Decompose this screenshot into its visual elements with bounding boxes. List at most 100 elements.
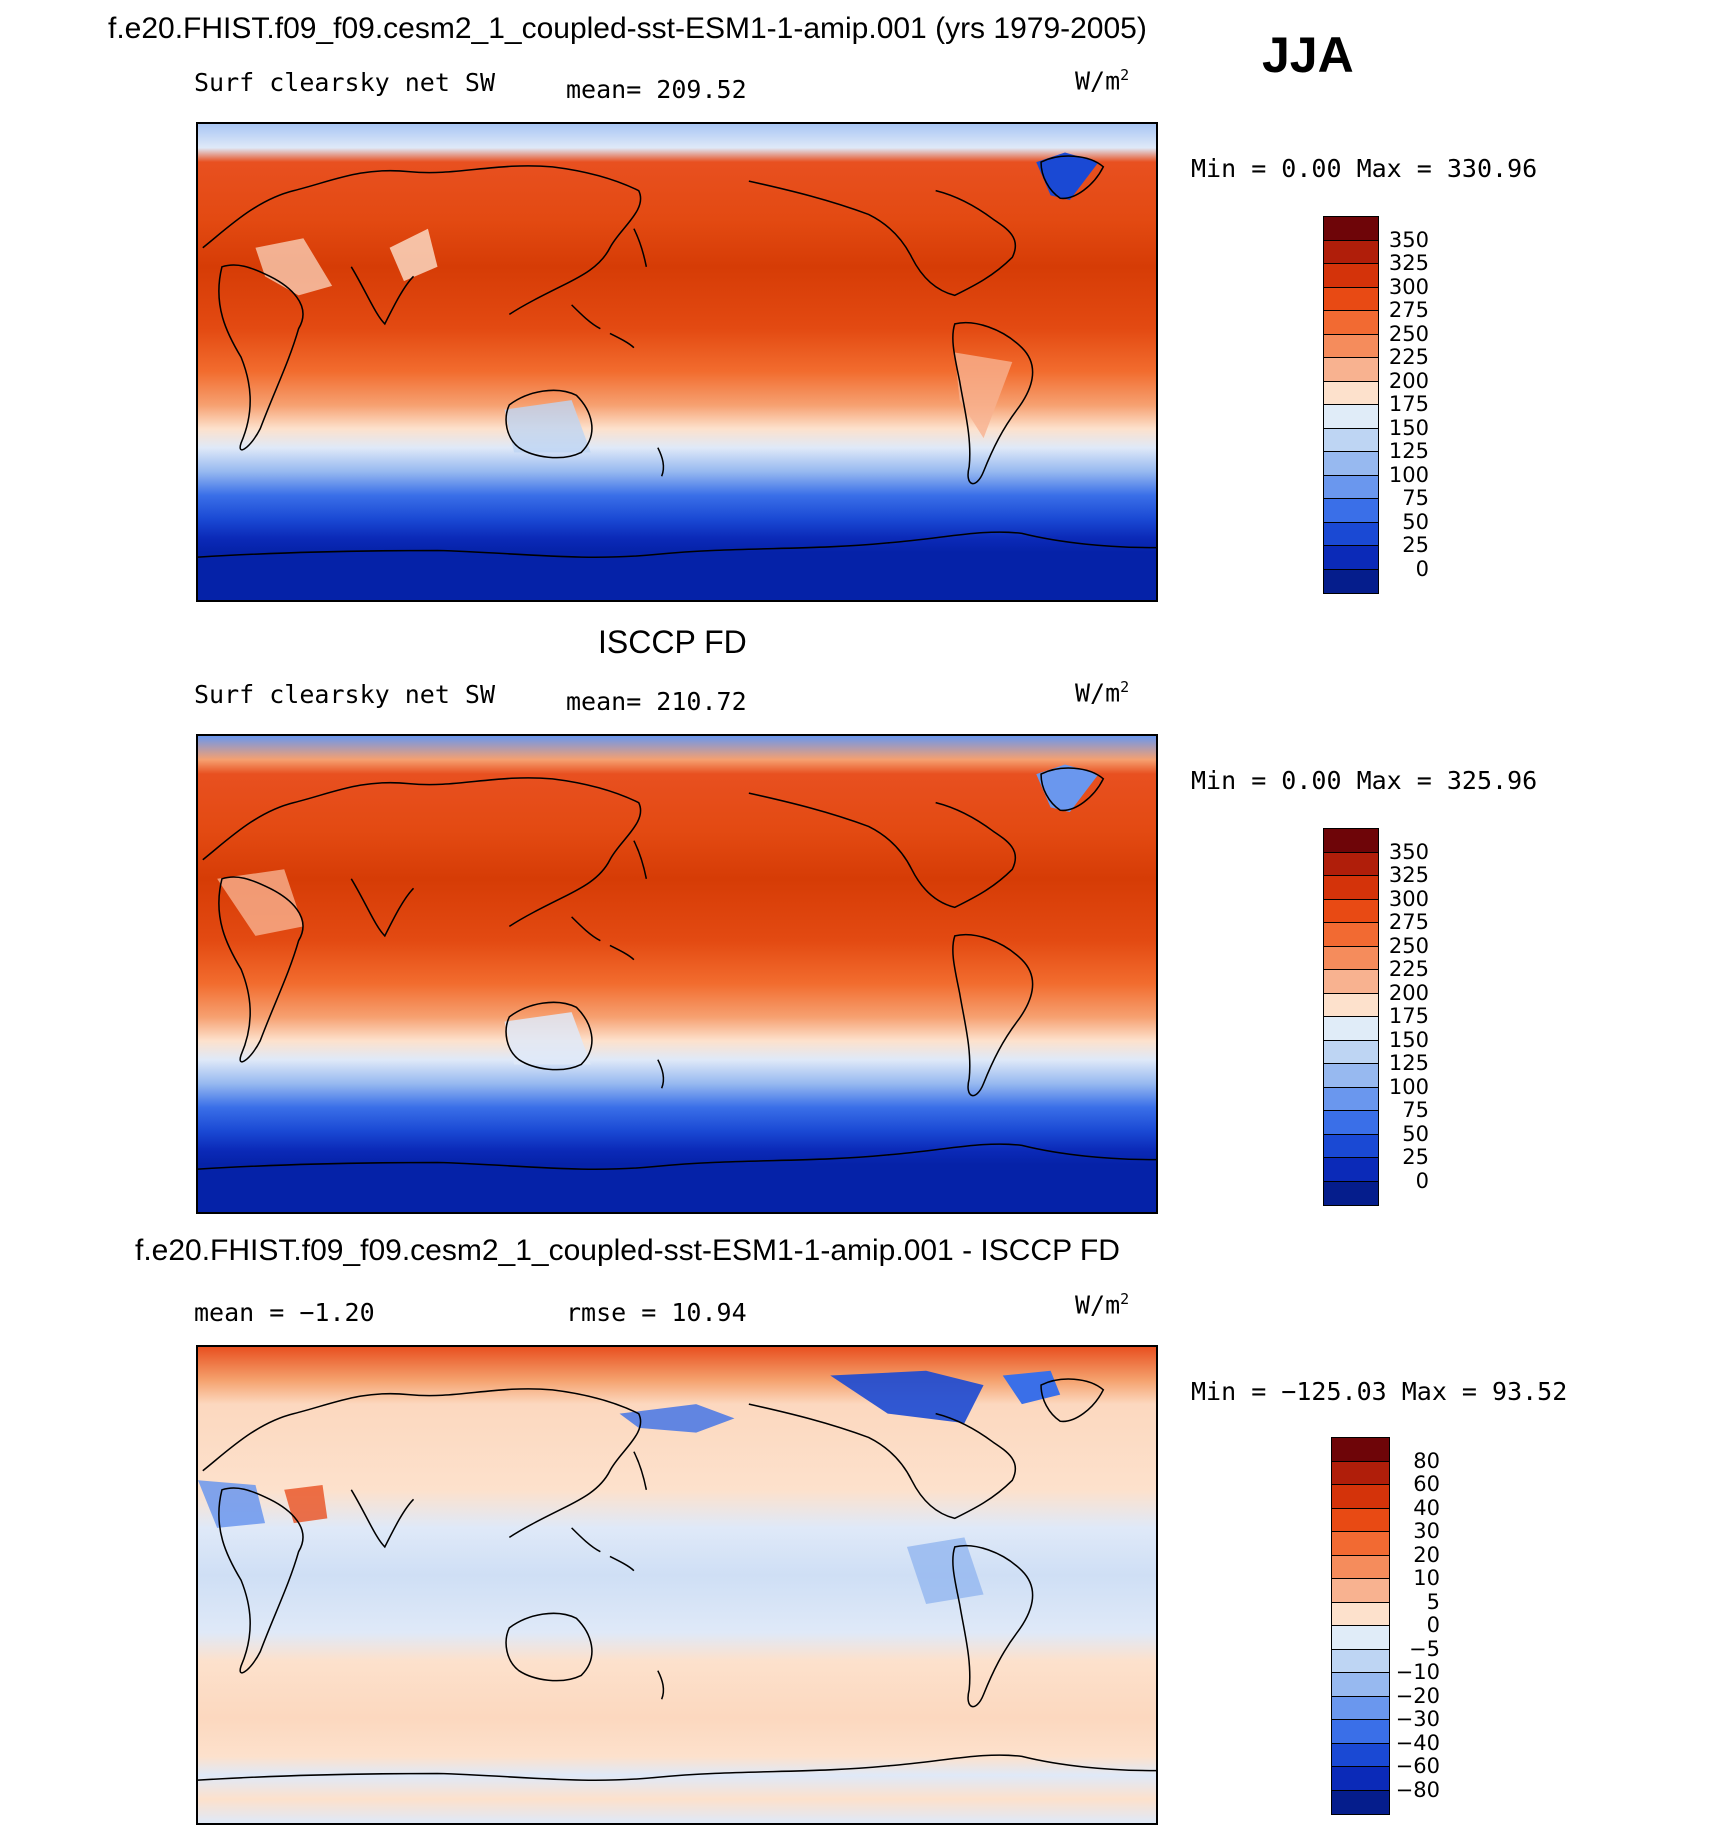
north-america-coast [748, 792, 1017, 909]
colorbar-cell [1324, 475, 1378, 499]
colorbar-cell [1332, 1555, 1389, 1579]
india-coast [350, 878, 415, 938]
colorbar-tick-label: 200 [1388, 980, 1429, 1005]
min-max: Min = 0.00 Max = 325.96 [1191, 766, 1538, 795]
colorbar-cell [1332, 1743, 1389, 1767]
colorbar-cell [1324, 852, 1378, 876]
colorbar-tick-label: 350 [1388, 227, 1429, 252]
colorbar-cell [1332, 1579, 1389, 1603]
colorbar-cell [1324, 311, 1378, 335]
arabia-positive [284, 1485, 328, 1524]
west-africa-negative [198, 1480, 266, 1528]
south-america-coast [952, 322, 1034, 485]
units-base: W/m [1075, 66, 1121, 96]
colorbar-tick-label: 175 [1388, 1004, 1429, 1028]
colorbar-model [1323, 216, 1379, 594]
units-label: W/m2 [1075, 1290, 1129, 1319]
colorbar-tick-label: −80 [1395, 1777, 1440, 1802]
new-zealand-coast [657, 447, 665, 477]
units-exponent: 2 [1120, 1290, 1130, 1308]
sahara-shading [217, 869, 304, 936]
colorbar-tick-label: −30 [1395, 1707, 1440, 1731]
colorbar-tick-label: 0 [1426, 1613, 1440, 1637]
south-america-coast [952, 1545, 1034, 1708]
colorbar-tick-label: 75 [1402, 1098, 1429, 1122]
colorbar-tick-label: 325 [1388, 251, 1429, 275]
mean-value: mean= 209.52 [566, 75, 747, 104]
tibet-shading [389, 228, 438, 282]
colorbar-cell [1324, 1064, 1378, 1088]
india-coast [350, 1489, 415, 1549]
season-label: JJA [1262, 27, 1354, 83]
colorbar-cell [1324, 829, 1378, 853]
colorbar-tick-label: 300 [1388, 886, 1429, 911]
japan-coast [633, 840, 648, 879]
map-obs-svg [198, 736, 1156, 1212]
colorbar-tick-label: 80 [1413, 1448, 1440, 1473]
colorbar-diff [1331, 1437, 1390, 1815]
colorbar-tick-label: 225 [1388, 957, 1429, 981]
colorbar-cell [1324, 381, 1378, 405]
colorbar-tick-label: 40 [1413, 1495, 1440, 1520]
colorbar-cell [1324, 358, 1378, 382]
colorbar-cell [1324, 970, 1378, 994]
eurasia-coast [202, 1388, 642, 1539]
greenland-shading [1036, 764, 1099, 813]
colorbar-cell [1324, 923, 1378, 947]
australia-coast [505, 1001, 593, 1071]
units-base: W/m [1075, 678, 1121, 708]
colorbar-cell [1324, 1040, 1378, 1064]
canada-arctic-negative [830, 1370, 984, 1424]
colorbar-obs [1323, 828, 1379, 1206]
colorbar-tick-label: 250 [1388, 321, 1429, 346]
min-max: Min = 0.00 Max = 330.96 [1191, 154, 1538, 183]
colorbar-tick-label: 5 [1426, 1589, 1440, 1614]
colorbar-tick-label: 75 [1402, 486, 1429, 510]
colorbar-cell [1324, 899, 1378, 923]
colorbar-cell [1332, 1767, 1389, 1791]
variable-label: Surf clearsky net SW [194, 680, 496, 709]
units-exponent: 2 [1120, 678, 1130, 696]
colorbar-tick-label: 300 [1388, 274, 1429, 299]
colorbar-cell [1324, 264, 1378, 288]
greenland-coast [1040, 155, 1105, 200]
australia-coast [505, 1612, 593, 1682]
colorbar-tick-label: −40 [1395, 1730, 1440, 1755]
colorbar-tick-label: −60 [1395, 1754, 1440, 1778]
map-diff-svg [198, 1347, 1156, 1823]
colorbar-cell [1324, 1017, 1378, 1041]
units-base: W/m [1075, 1290, 1121, 1320]
north-america-coast [748, 1403, 1017, 1520]
panel-heading: f.e20.FHIST.f09_f09.cesm2_1_coupled-sst-… [135, 1234, 1120, 1267]
colorbar-tick-label: 20 [1413, 1542, 1440, 1567]
greenland-coast [1040, 767, 1105, 812]
eurasia-coast [202, 777, 642, 928]
colorbar-cell [1324, 1158, 1378, 1182]
colorbar-cell [1324, 1134, 1378, 1158]
colorbar-cell [1324, 1111, 1378, 1135]
colorbar-tick-label: 10 [1413, 1566, 1440, 1590]
colorbar-tick-label: 325 [1388, 863, 1429, 887]
colorbar-tick-label: 200 [1388, 368, 1429, 393]
australia-shading [504, 400, 591, 453]
colorbar-tick-label: 100 [1388, 1074, 1429, 1099]
map-diff [196, 1345, 1158, 1825]
colorbar-cell [1332, 1602, 1389, 1626]
colorbar-cell [1324, 1087, 1378, 1111]
colorbar-cell [1324, 287, 1378, 311]
colorbar-tick-label: 0 [1415, 556, 1429, 581]
colorbar-cell [1332, 1532, 1389, 1556]
colorbar-cell [1324, 569, 1378, 593]
units-exponent: 2 [1120, 66, 1130, 84]
colorbar-tick-label: 250 [1388, 933, 1429, 958]
colorbar-cell [1324, 546, 1378, 570]
australia-shading [504, 1012, 591, 1065]
colorbar-cell [1332, 1508, 1389, 1532]
colorbar-tick-label: −10 [1395, 1660, 1440, 1684]
units-label: W/m2 [1075, 678, 1129, 707]
south-america-shading [954, 352, 1013, 439]
indonesia-coast [571, 304, 635, 349]
japan-coast [633, 228, 648, 267]
colorbar-tick-label: 30 [1413, 1519, 1440, 1543]
indonesia-coast [571, 916, 635, 961]
